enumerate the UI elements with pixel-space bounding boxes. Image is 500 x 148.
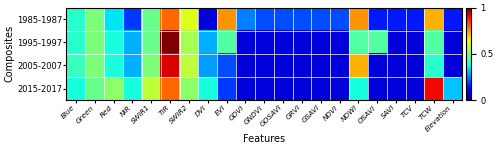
Y-axis label: Composites: Composites — [4, 25, 14, 82]
X-axis label: Features: Features — [243, 134, 286, 144]
